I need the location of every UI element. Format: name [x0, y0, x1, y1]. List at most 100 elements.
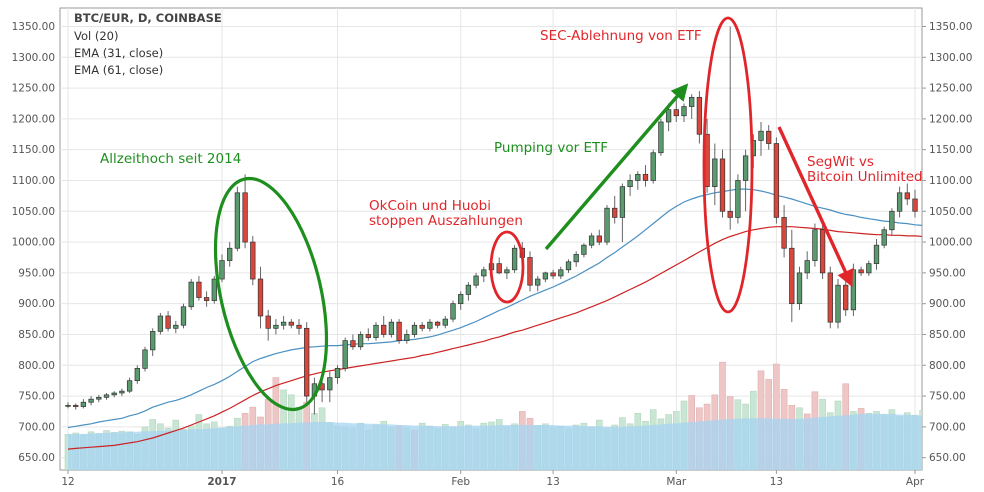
- ema-31-line: [67, 188, 922, 429]
- x-tick-label: 13: [770, 476, 783, 488]
- candle-up: [881, 226, 887, 249]
- candle-body: [465, 284, 472, 295]
- annotation-okcoin-line1: OkCoin und Huobi: [369, 198, 491, 214]
- candle-body: [896, 192, 903, 212]
- candle-up: [188, 279, 194, 310]
- candle-up: [681, 103, 687, 122]
- candle-body: [650, 152, 656, 181]
- segwit-arrow: [777, 126, 854, 288]
- candle-up: [411, 322, 418, 338]
- y-axis-left: 650.00 700.00 750.00 800.00 850.00 900.00 950.…: [12, 21, 55, 464]
- candle-body: [581, 244, 587, 255]
- y-tick-label-right: 850.00: [929, 329, 966, 341]
- candle-body: [481, 269, 487, 277]
- candle-up: [650, 149, 656, 184]
- candle-up: [458, 291, 464, 310]
- candle-up: [103, 393, 110, 400]
- candle-body: [796, 272, 803, 305]
- candle-down: [196, 275, 202, 301]
- candle-body: [881, 229, 887, 246]
- y-tick-label-left: 1250.00: [12, 83, 55, 95]
- candle-body: [411, 324, 418, 335]
- candle-body: [227, 247, 233, 261]
- candle-down: [365, 328, 371, 341]
- candle-up: [758, 121, 764, 156]
- okcoin-ellipse: [489, 230, 525, 304]
- candle-up: [357, 331, 364, 350]
- candle-body: [280, 321, 287, 326]
- y-tick-label-left: 1000.00: [12, 237, 55, 249]
- y-tick-label-right: 700.00: [929, 421, 966, 433]
- candle-body: [103, 394, 110, 398]
- candle-up: [173, 320, 179, 334]
- candle-body: [558, 269, 564, 277]
- candle-body: [827, 272, 833, 323]
- candle-body: [504, 269, 510, 274]
- candle-down: [819, 223, 826, 280]
- candle-up: [80, 399, 87, 409]
- candle-down: [727, 26, 733, 230]
- x-tick-label: 13: [546, 476, 559, 488]
- annotation-shapes: [213, 16, 854, 412]
- candle-up: [134, 365, 140, 384]
- ath-ellipse: [213, 176, 329, 412]
- candles: [65, 26, 918, 415]
- candle-up: [373, 322, 379, 341]
- candle-up: [635, 171, 641, 190]
- plot-area: [59, 7, 923, 471]
- candle-body: [696, 96, 703, 135]
- candle-body: [496, 263, 502, 274]
- candle-body: [250, 241, 256, 280]
- candle-up: [535, 275, 541, 292]
- sec-ellipse: [702, 16, 754, 314]
- candle-body: [835, 284, 841, 323]
- candle-body: [265, 315, 271, 329]
- y-tick-label-right: 1250.00: [929, 83, 972, 95]
- x-tick-label: Mar: [666, 476, 686, 488]
- candle-body: [712, 158, 718, 187]
- candle-up: [65, 402, 71, 409]
- y-tick-label-right: 1100.00: [929, 175, 972, 187]
- candle-body: [304, 327, 310, 397]
- candle-up: [689, 94, 695, 119]
- y-tick-label-left: 1200.00: [12, 113, 55, 125]
- candle-up: [804, 251, 810, 280]
- candle-body: [511, 247, 518, 271]
- candle-up: [873, 239, 880, 270]
- candle-up: [619, 183, 626, 243]
- candle-up: [150, 328, 156, 357]
- x-tick-label: 16: [331, 476, 345, 488]
- candle-body: [126, 380, 133, 392]
- candle-body: [742, 155, 749, 181]
- legend-ema-61: EMA (61, close): [74, 63, 163, 77]
- candle-up: [119, 388, 125, 397]
- candle-body: [789, 247, 795, 305]
- candle-body: [381, 324, 387, 335]
- y-tick-label-left: 850.00: [18, 329, 55, 341]
- candle-down: [527, 251, 533, 292]
- candle-body: [812, 229, 818, 261]
- y-tick-label-right: 1150.00: [929, 144, 972, 156]
- volume-bar: [773, 363, 780, 470]
- candle-down: [296, 319, 302, 335]
- candle-body: [758, 130, 764, 141]
- candle-body: [604, 207, 610, 243]
- candle-down: [550, 269, 556, 280]
- candle-body: [96, 396, 102, 400]
- candle-body: [727, 210, 733, 218]
- x-tick-label: 12: [61, 476, 74, 488]
- candle-body: [473, 275, 479, 286]
- y-tick-label-right: 650.00: [929, 452, 966, 464]
- candle-up: [465, 282, 472, 301]
- candle-up: [735, 174, 741, 224]
- candle-up: [157, 312, 164, 335]
- y-tick-label-right: 1000.00: [929, 237, 972, 249]
- candle-up: [850, 263, 857, 316]
- candle-body: [88, 398, 94, 403]
- candle-body: [427, 321, 433, 329]
- candle-down: [265, 309, 271, 341]
- candle-down: [203, 291, 210, 307]
- y-tick-label-right: 900.00: [929, 298, 966, 310]
